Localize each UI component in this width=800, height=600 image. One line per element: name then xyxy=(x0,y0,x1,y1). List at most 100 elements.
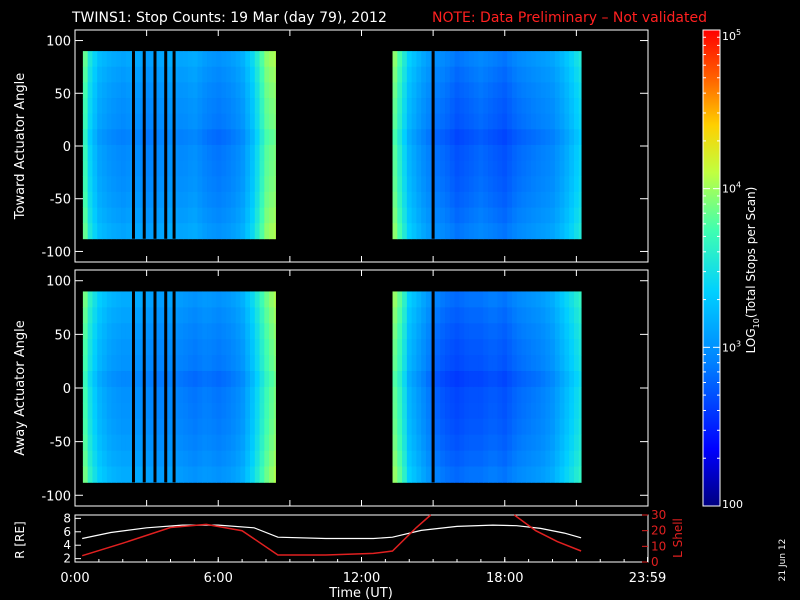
heatmap-cell xyxy=(121,386,127,404)
heatmap-cell xyxy=(411,113,417,130)
heatmap-cell xyxy=(483,66,489,83)
heatmap-cell xyxy=(507,207,513,224)
heatmap-cell xyxy=(488,386,494,404)
heatmap-cell xyxy=(254,434,260,451)
heatmap-cell xyxy=(149,355,155,372)
data-gap-line xyxy=(153,51,157,239)
heatmap-cell xyxy=(459,144,465,161)
heatmap-cell xyxy=(554,291,561,308)
heatmap-cell xyxy=(421,466,427,483)
heatmap-cell xyxy=(578,418,582,436)
heatmap-cell xyxy=(464,386,470,404)
heatmap-cell xyxy=(425,339,432,356)
heatmap-cell xyxy=(492,291,498,308)
heatmap-cell xyxy=(507,402,513,420)
heatmap-cell xyxy=(144,434,151,451)
heatmap-cell xyxy=(230,144,237,161)
heatmap-cell xyxy=(216,176,222,193)
heatmap-cell xyxy=(492,144,498,161)
heatmap-cell xyxy=(569,51,575,68)
heatmap-cell xyxy=(269,191,275,208)
heatmap-cell xyxy=(116,191,122,208)
middle-heatmap xyxy=(82,291,582,483)
heatmap-cell xyxy=(473,51,479,68)
heatmap-cell xyxy=(116,355,122,372)
heatmap-cell xyxy=(240,307,246,324)
heatmap-cell xyxy=(397,191,403,208)
heatmap-cell xyxy=(521,223,527,240)
heatmap-cell xyxy=(550,307,556,324)
heatmap-cell xyxy=(402,66,408,83)
heatmap-cell xyxy=(406,51,413,68)
heatmap-cell xyxy=(192,51,198,68)
heatmap-cell xyxy=(216,223,222,240)
heatmap-cell xyxy=(545,207,551,224)
heatmap-cell xyxy=(178,450,184,467)
heatmap-cell xyxy=(488,291,494,308)
heatmap-cell xyxy=(545,129,551,146)
heatmap-cell xyxy=(392,82,398,99)
heatmap-cell xyxy=(483,434,489,451)
heatmap-cell xyxy=(216,207,222,224)
heatmap-cell xyxy=(492,82,498,99)
heatmap-cell xyxy=(173,434,179,451)
heatmap-cell xyxy=(531,323,537,340)
heatmap-cell xyxy=(173,307,179,324)
heatmap-cell xyxy=(82,466,89,483)
heatmap-cell xyxy=(492,176,498,193)
heatmap-cell xyxy=(207,160,213,177)
heatmap-cell xyxy=(111,402,117,420)
heatmap-cell xyxy=(168,418,175,436)
heatmap-cell xyxy=(440,223,446,240)
heatmap-cell xyxy=(578,402,582,420)
heatmap-cell xyxy=(573,307,580,324)
heatmap-cell xyxy=(230,98,237,115)
heatmap-cell xyxy=(121,291,127,308)
heatmap-cell xyxy=(97,98,103,115)
heatmap-cell xyxy=(406,418,413,436)
heatmap-cell xyxy=(464,82,470,99)
heatmap-cell xyxy=(226,51,232,68)
heatmap-cell xyxy=(221,291,227,308)
heatmap-cell xyxy=(578,339,582,356)
heatmap-cell xyxy=(92,51,98,68)
heatmap-cell xyxy=(516,66,522,83)
heatmap-cell xyxy=(259,66,265,83)
heatmap-cell xyxy=(264,191,270,208)
heatmap-cell xyxy=(135,466,141,483)
heatmap-cell xyxy=(406,191,413,208)
heatmap-cell xyxy=(106,98,112,115)
heatmap-cell xyxy=(421,371,427,388)
heatmap-cell xyxy=(235,129,241,146)
heatmap-cell xyxy=(87,144,93,161)
heatmap-cell xyxy=(82,82,89,99)
heatmap-cell xyxy=(116,113,122,130)
heatmap-cell xyxy=(269,144,275,161)
heatmap-cell xyxy=(488,191,494,208)
heatmap-cell xyxy=(540,371,546,388)
heatmap-cell xyxy=(216,466,222,483)
y-tick-label: -50 xyxy=(50,193,71,208)
heatmap-cell xyxy=(197,98,203,115)
heatmap-cell xyxy=(531,207,537,224)
heatmap-cell xyxy=(197,207,203,224)
heatmap-cell xyxy=(121,307,127,324)
heatmap-cell xyxy=(526,113,532,130)
heatmap-cell xyxy=(192,339,198,356)
heatmap-cell xyxy=(464,434,470,451)
heatmap-cell xyxy=(459,82,465,99)
heatmap-cell xyxy=(478,323,484,340)
heatmap-cell xyxy=(488,144,494,161)
heatmap-cell xyxy=(545,98,551,115)
heatmap-cell xyxy=(154,418,160,436)
heatmap-cell xyxy=(264,66,270,83)
heatmap-cell xyxy=(488,434,494,451)
heatmap-cell xyxy=(488,51,494,68)
heatmap-cell xyxy=(468,98,475,115)
heatmap-cell xyxy=(545,434,551,451)
heatmap-cell xyxy=(421,339,427,356)
heatmap-cell xyxy=(468,466,475,483)
data-gap-line xyxy=(131,291,135,483)
heatmap-cell xyxy=(573,66,580,83)
heatmap-cell xyxy=(168,450,175,467)
